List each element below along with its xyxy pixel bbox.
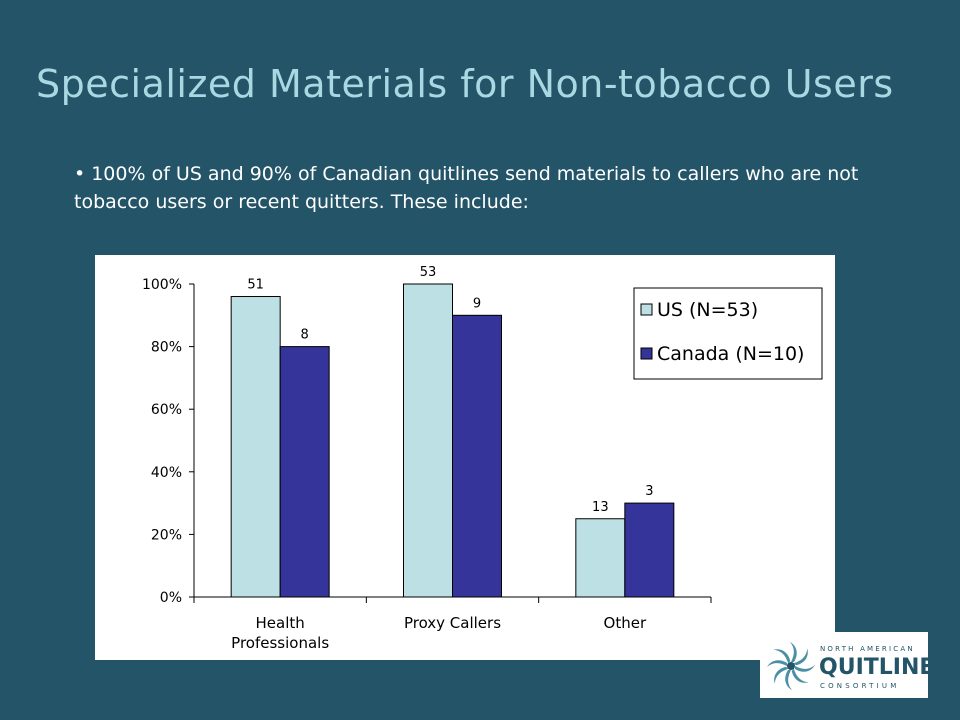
legend-swatch bbox=[640, 347, 653, 360]
slide-title: Specialized Materials for Non-tobacco Us… bbox=[36, 62, 894, 106]
x-tick-label: Health bbox=[256, 614, 305, 632]
legend-box bbox=[633, 287, 823, 380]
y-tick-label: 100% bbox=[142, 277, 182, 293]
bullet-content: 100% of US and 90% of Canadian quitlines… bbox=[74, 163, 859, 213]
bar-us bbox=[575, 518, 626, 598]
y-tick-label: 20% bbox=[151, 527, 182, 543]
bullet-dot: • bbox=[74, 163, 86, 185]
bullet-text: • 100% of US and 90% of Canadian quitline… bbox=[74, 160, 914, 216]
y-tick-label: 80% bbox=[151, 340, 182, 356]
y-tick-label: 40% bbox=[151, 465, 182, 481]
data-label: 13 bbox=[592, 500, 609, 515]
logo-top-text: NORTH AMERICAN bbox=[820, 645, 915, 653]
quitline-logo: NORTH AMERICAN QUITLINE CONSORTIUM bbox=[760, 632, 934, 698]
bar-us bbox=[230, 296, 281, 598]
data-label: 9 bbox=[473, 296, 481, 311]
x-tick-label: Proxy Callers bbox=[404, 614, 501, 632]
data-label: 51 bbox=[247, 278, 264, 293]
data-label: 53 bbox=[420, 265, 437, 280]
data-label: 8 bbox=[301, 328, 309, 343]
bar-canada bbox=[624, 502, 675, 598]
legend-swatch bbox=[640, 303, 653, 316]
legend-label: US (N=53) bbox=[657, 299, 758, 321]
legend-label: Canada (N=10) bbox=[657, 343, 804, 365]
y-tick-label: 60% bbox=[151, 402, 182, 418]
logo-main-text: QUITLINE bbox=[819, 655, 928, 680]
logo-emblem-icon bbox=[767, 642, 815, 690]
bar-canada bbox=[279, 346, 330, 598]
x-tick-label: Other bbox=[604, 614, 647, 632]
logo-graphic: NORTH AMERICAN QUITLINE CONSORTIUM bbox=[767, 642, 934, 690]
bar-us bbox=[403, 283, 453, 598]
bar-canada bbox=[452, 314, 502, 598]
logo-bottom-text: CONSORTIUM bbox=[820, 682, 899, 690]
data-label: 3 bbox=[645, 484, 653, 499]
y-tick-label: 0% bbox=[160, 590, 182, 606]
x-tick-label: Professionals bbox=[231, 634, 329, 652]
